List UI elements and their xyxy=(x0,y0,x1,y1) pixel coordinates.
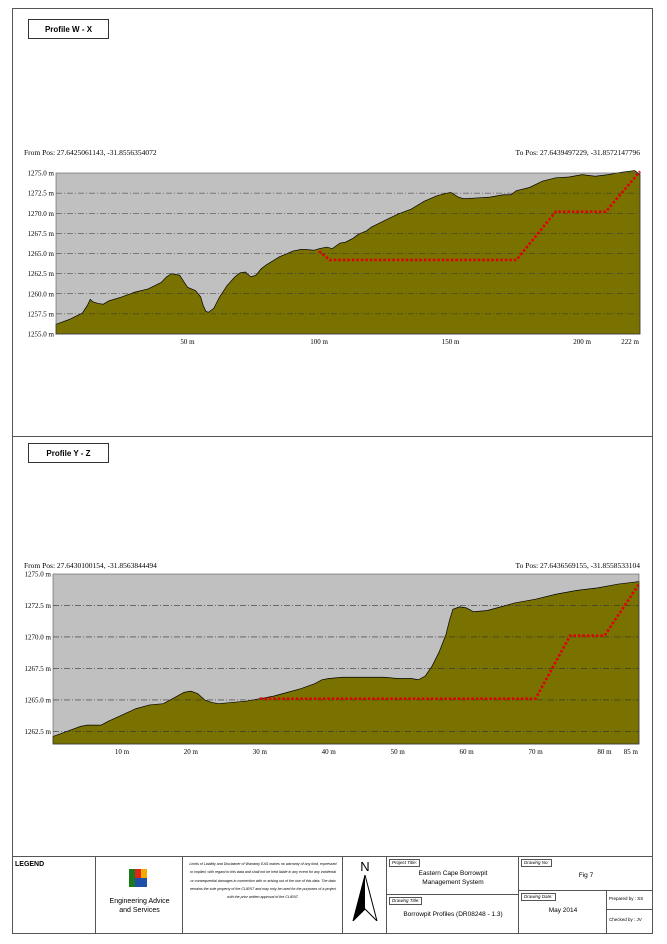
x-tick-label: 30 m xyxy=(253,748,268,756)
project-title-line2: Management System xyxy=(422,879,484,886)
legend-title: LEGEND xyxy=(15,861,45,868)
y-tick-label: 1270.0 m xyxy=(28,210,55,218)
project-title-line1: Eastern Cape Borrowpit xyxy=(418,870,488,877)
y-tick-label: 1272.5 m xyxy=(28,190,55,198)
x-tick-label: 80 m xyxy=(597,748,612,756)
x-tick-label: 60 m xyxy=(460,748,475,756)
x-tick-label: 200 m xyxy=(573,338,591,346)
checked-by: Checked by : JV xyxy=(609,917,642,922)
north-letter: N xyxy=(360,859,370,874)
from-position-label: From Pos: 27.6425061143, -31.8556354072 xyxy=(24,148,157,157)
drawing-sheet xyxy=(12,8,653,934)
drawing-no-label: Drawing No: xyxy=(521,859,552,867)
project-title-label: Project Title: xyxy=(389,859,420,867)
design-level-line xyxy=(318,170,641,262)
y-tick-label: 1267.5 m xyxy=(25,665,52,673)
x-tick-label: 50 m xyxy=(180,338,195,346)
disclaimer-cell: Limits of Liability and Disclaimer of Wa… xyxy=(183,857,343,934)
x-tick-label: 70 m xyxy=(528,748,543,756)
project-cell: Project Title: Eastern Cape Borrowpit Ma… xyxy=(387,857,519,934)
company-cell: Engineering Advice and Services xyxy=(96,857,183,934)
company-logo-icon xyxy=(129,869,147,887)
design-level-line xyxy=(259,583,641,700)
x-tick-label: 10 m xyxy=(115,748,130,756)
company-name-line2: and Services xyxy=(119,907,160,914)
ground-profile-area xyxy=(52,581,640,745)
y-tick-label: 1275.0 m xyxy=(25,571,52,579)
legend-cell: LEGEND xyxy=(12,857,96,934)
drawing-title: Borrowpit Profiles (DR08248 - 1.3) xyxy=(403,911,503,918)
drawing-no: Fig 7 xyxy=(578,872,594,879)
drawing-info-cell: Drawing No: Fig 7 Drawing Date: May 2014… xyxy=(519,857,653,934)
profile-chart-2: From Pos: 27.6430100154, -31.8563844494 … xyxy=(24,561,641,756)
from-position-label: From Pos: 27.6430100154, -31.8563844494 xyxy=(24,561,157,570)
y-tick-label: 1262.5 m xyxy=(28,270,55,278)
x-tick-label: 50 m xyxy=(391,748,406,756)
profile-chart-1: From Pos: 27.6425061143, -31.8556354072 … xyxy=(24,148,641,346)
profile-panel-2: Profile Y - Z xyxy=(12,437,653,857)
company-name-line1: Engineering Advice xyxy=(109,898,170,905)
y-tick-label: 1260.0 m xyxy=(28,290,55,298)
to-position-label: To Pos: 27.6436569155, -31.8558533104 xyxy=(516,561,641,570)
y-tick-label: 1265.0 m xyxy=(28,250,55,258)
prepared-by: Prepared by : SS xyxy=(609,896,644,901)
y-tick-label: 1275.0 m xyxy=(28,170,55,178)
y-tick-label: 1255.0 m xyxy=(28,331,55,339)
y-tick-label: 1265.0 m xyxy=(25,696,52,704)
plot-frame xyxy=(52,573,640,745)
ground-profile-area xyxy=(55,170,641,335)
y-tick-label: 1272.5 m xyxy=(25,602,52,610)
x-tick-label: 222 m xyxy=(621,338,639,346)
plot-frame xyxy=(55,172,641,335)
x-tick-label: 100 m xyxy=(310,338,328,346)
to-position-label: To Pos: 27.6439497229, -31.8572147796 xyxy=(516,148,641,157)
drawing-title-label: Drawing Title: xyxy=(389,897,423,905)
disclaimer-text: Limits of Liability and Disclaimer of Wa… xyxy=(189,862,337,900)
drawing-date-label: Drawing Date: xyxy=(521,893,556,901)
x-tick-label: 85 m xyxy=(624,748,639,756)
y-tick-label: 1262.5 m xyxy=(25,728,52,736)
profile-panel-1: Profile W - X xyxy=(12,8,653,437)
title-block: LEGEND Engineering Advice and Services L… xyxy=(12,857,653,934)
drawing-date: May 2014 xyxy=(548,907,578,914)
y-tick-label: 1267.5 m xyxy=(28,230,55,238)
y-tick-label: 1257.5 m xyxy=(28,310,55,318)
profile-label: Profile Y - Z xyxy=(28,443,109,463)
north-arrow-cell: N xyxy=(343,857,387,934)
x-tick-label: 20 m xyxy=(184,748,199,756)
x-tick-label: 150 m xyxy=(442,338,460,346)
y-tick-label: 1270.0 m xyxy=(25,633,52,641)
north-arrow-icon xyxy=(352,875,378,921)
x-tick-label: 40 m xyxy=(322,748,337,756)
profile-label: Profile W - X xyxy=(28,19,109,39)
